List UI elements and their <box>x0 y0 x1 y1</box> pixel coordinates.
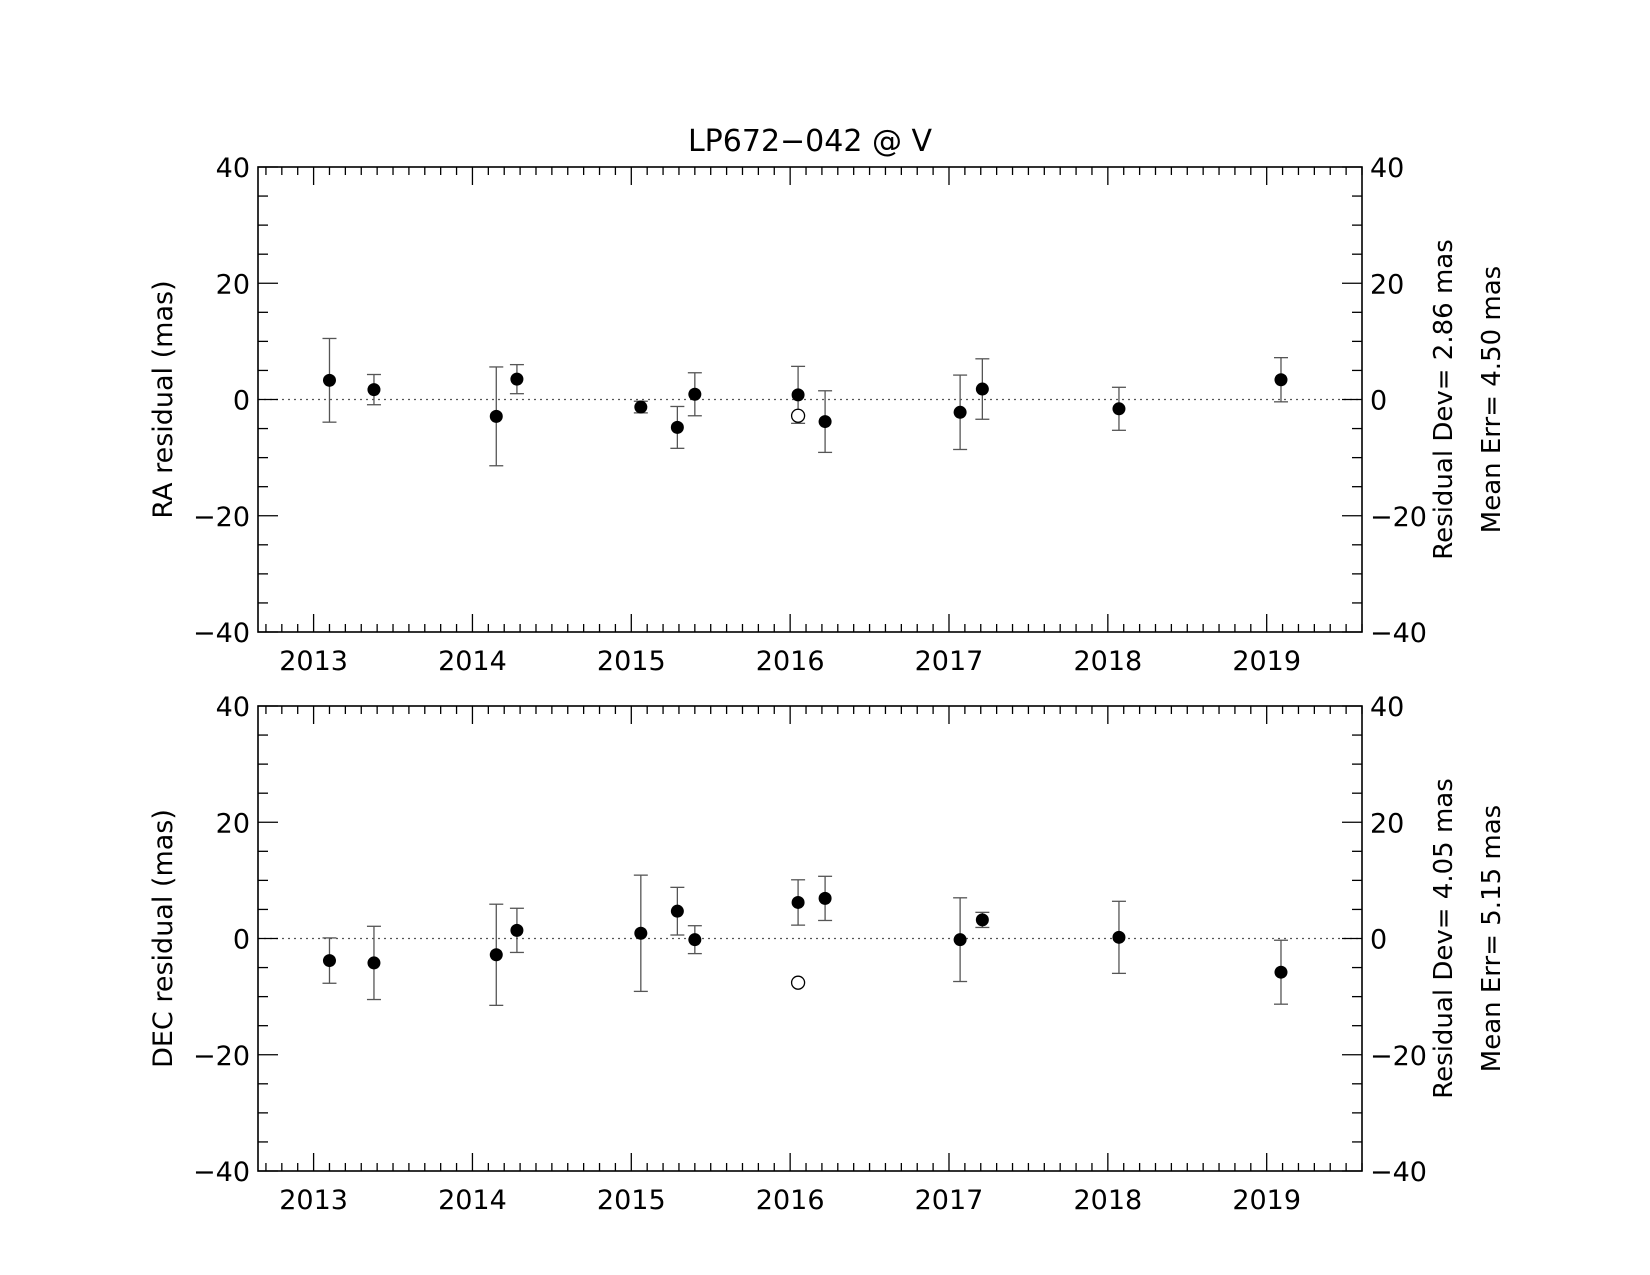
dec-y-tick-label-right: 20 <box>1370 808 1404 839</box>
ra-data-point <box>367 383 381 397</box>
dec-x-tick-label: 2014 <box>438 1185 507 1216</box>
dec-y-tick-label: 40 <box>216 692 250 723</box>
dec-data-point <box>489 948 503 962</box>
ra-y-tick-label: 40 <box>216 153 250 184</box>
dec-data-point <box>322 954 336 968</box>
dec-y-tick-label: 0 <box>233 925 250 956</box>
dec-data-point <box>1274 965 1288 979</box>
dec-y-tick-label-right: −40 <box>1370 1157 1427 1188</box>
ra-y-tick-label-right: 20 <box>1370 269 1404 300</box>
ra-y-tick-label-right: −20 <box>1370 502 1427 533</box>
ra-x-tick-label: 2016 <box>756 646 825 677</box>
dec-data-point <box>1112 930 1126 944</box>
ra-data-point <box>1112 402 1126 416</box>
ra-data-point <box>510 372 524 386</box>
ra-data-point <box>489 409 503 423</box>
ra-y-tick-label: 20 <box>216 269 250 300</box>
ra-y-axis-title: RA residual (mas) <box>148 280 179 518</box>
dec-data-point <box>818 891 832 905</box>
dec-y-tick-label: −20 <box>193 1041 250 1072</box>
ra-data-point <box>1274 373 1288 387</box>
dec-x-tick-label: 2019 <box>1232 1185 1301 1216</box>
ra-x-tick-label: 2013 <box>279 646 348 677</box>
ra-y-tick-label: 0 <box>233 386 250 417</box>
dec-y-tick-label-right: −20 <box>1370 1041 1427 1072</box>
dec-y-tick-label-right: 0 <box>1370 925 1387 956</box>
ra-y-tick-label: −40 <box>193 618 250 649</box>
ra-x-tick-label: 2019 <box>1232 646 1301 677</box>
ra-mean-err: Mean Err= 4.50 mas <box>1477 266 1507 533</box>
ra-y-tick-label: −20 <box>193 502 250 533</box>
ra-x-tick-label: 2018 <box>1073 646 1142 677</box>
dec-data-point <box>975 913 989 927</box>
dec-data-point <box>688 933 702 947</box>
dec-y-axis-title: DEC residual (mas) <box>148 809 179 1068</box>
dec-y-tick-label-right: 40 <box>1370 692 1404 723</box>
ra-data-point <box>975 382 989 396</box>
ra-data-point <box>670 420 684 434</box>
dec-data-point-open <box>790 975 806 990</box>
dec-x-tick-label: 2017 <box>915 1185 984 1216</box>
ra-data-point <box>322 373 336 387</box>
ra-y-tick-label-right: 0 <box>1370 386 1387 417</box>
dec-data-point <box>367 956 381 970</box>
dec-x-tick-label: 2015 <box>597 1185 666 1216</box>
ra-x-tick-label: 2015 <box>597 646 666 677</box>
dec-y-tick-label: 20 <box>216 808 250 839</box>
dec-x-tick-label: 2018 <box>1073 1185 1142 1216</box>
dec-panel: 2013 2014 2015 2016 2017 2018 2019 −40 −40 −20 −20… <box>148 692 1507 1216</box>
dec-x-tick-label: 2013 <box>279 1185 348 1216</box>
ra-residual-dev: Residual Dev= 2.86 mas <box>1429 239 1459 559</box>
dec-data-point <box>634 926 648 940</box>
dec-y-tick-label: −40 <box>193 1157 250 1188</box>
dec-x-tick-label: 2016 <box>756 1185 825 1216</box>
figure-title: LP672−042 @ V <box>688 124 933 159</box>
ra-data-point <box>791 388 805 402</box>
ra-data-point <box>634 400 648 414</box>
dec-mean-err: Mean Err= 5.15 mas <box>1477 805 1507 1072</box>
ra-y-tick-label-right: −40 <box>1370 618 1427 649</box>
dec-data-point <box>670 904 684 918</box>
dec-data-point <box>953 933 967 947</box>
ra-panel: 2013 2014 2015 2016 2017 2018 2019 −40 −40 −20 −20… <box>148 153 1507 677</box>
ra-data-point <box>818 415 832 429</box>
ra-data-point-open <box>790 408 806 423</box>
ra-y-tick-label-right: 40 <box>1370 153 1404 184</box>
ra-data-point <box>688 387 702 401</box>
ra-x-tick-label: 2014 <box>438 646 507 677</box>
ra-x-tick-label: 2017 <box>915 646 984 677</box>
ra-data-point <box>953 405 967 419</box>
dec-data-point <box>791 895 805 909</box>
dec-residual-dev: Residual Dev= 4.05 mas <box>1429 778 1459 1098</box>
dec-data-point <box>510 923 524 937</box>
